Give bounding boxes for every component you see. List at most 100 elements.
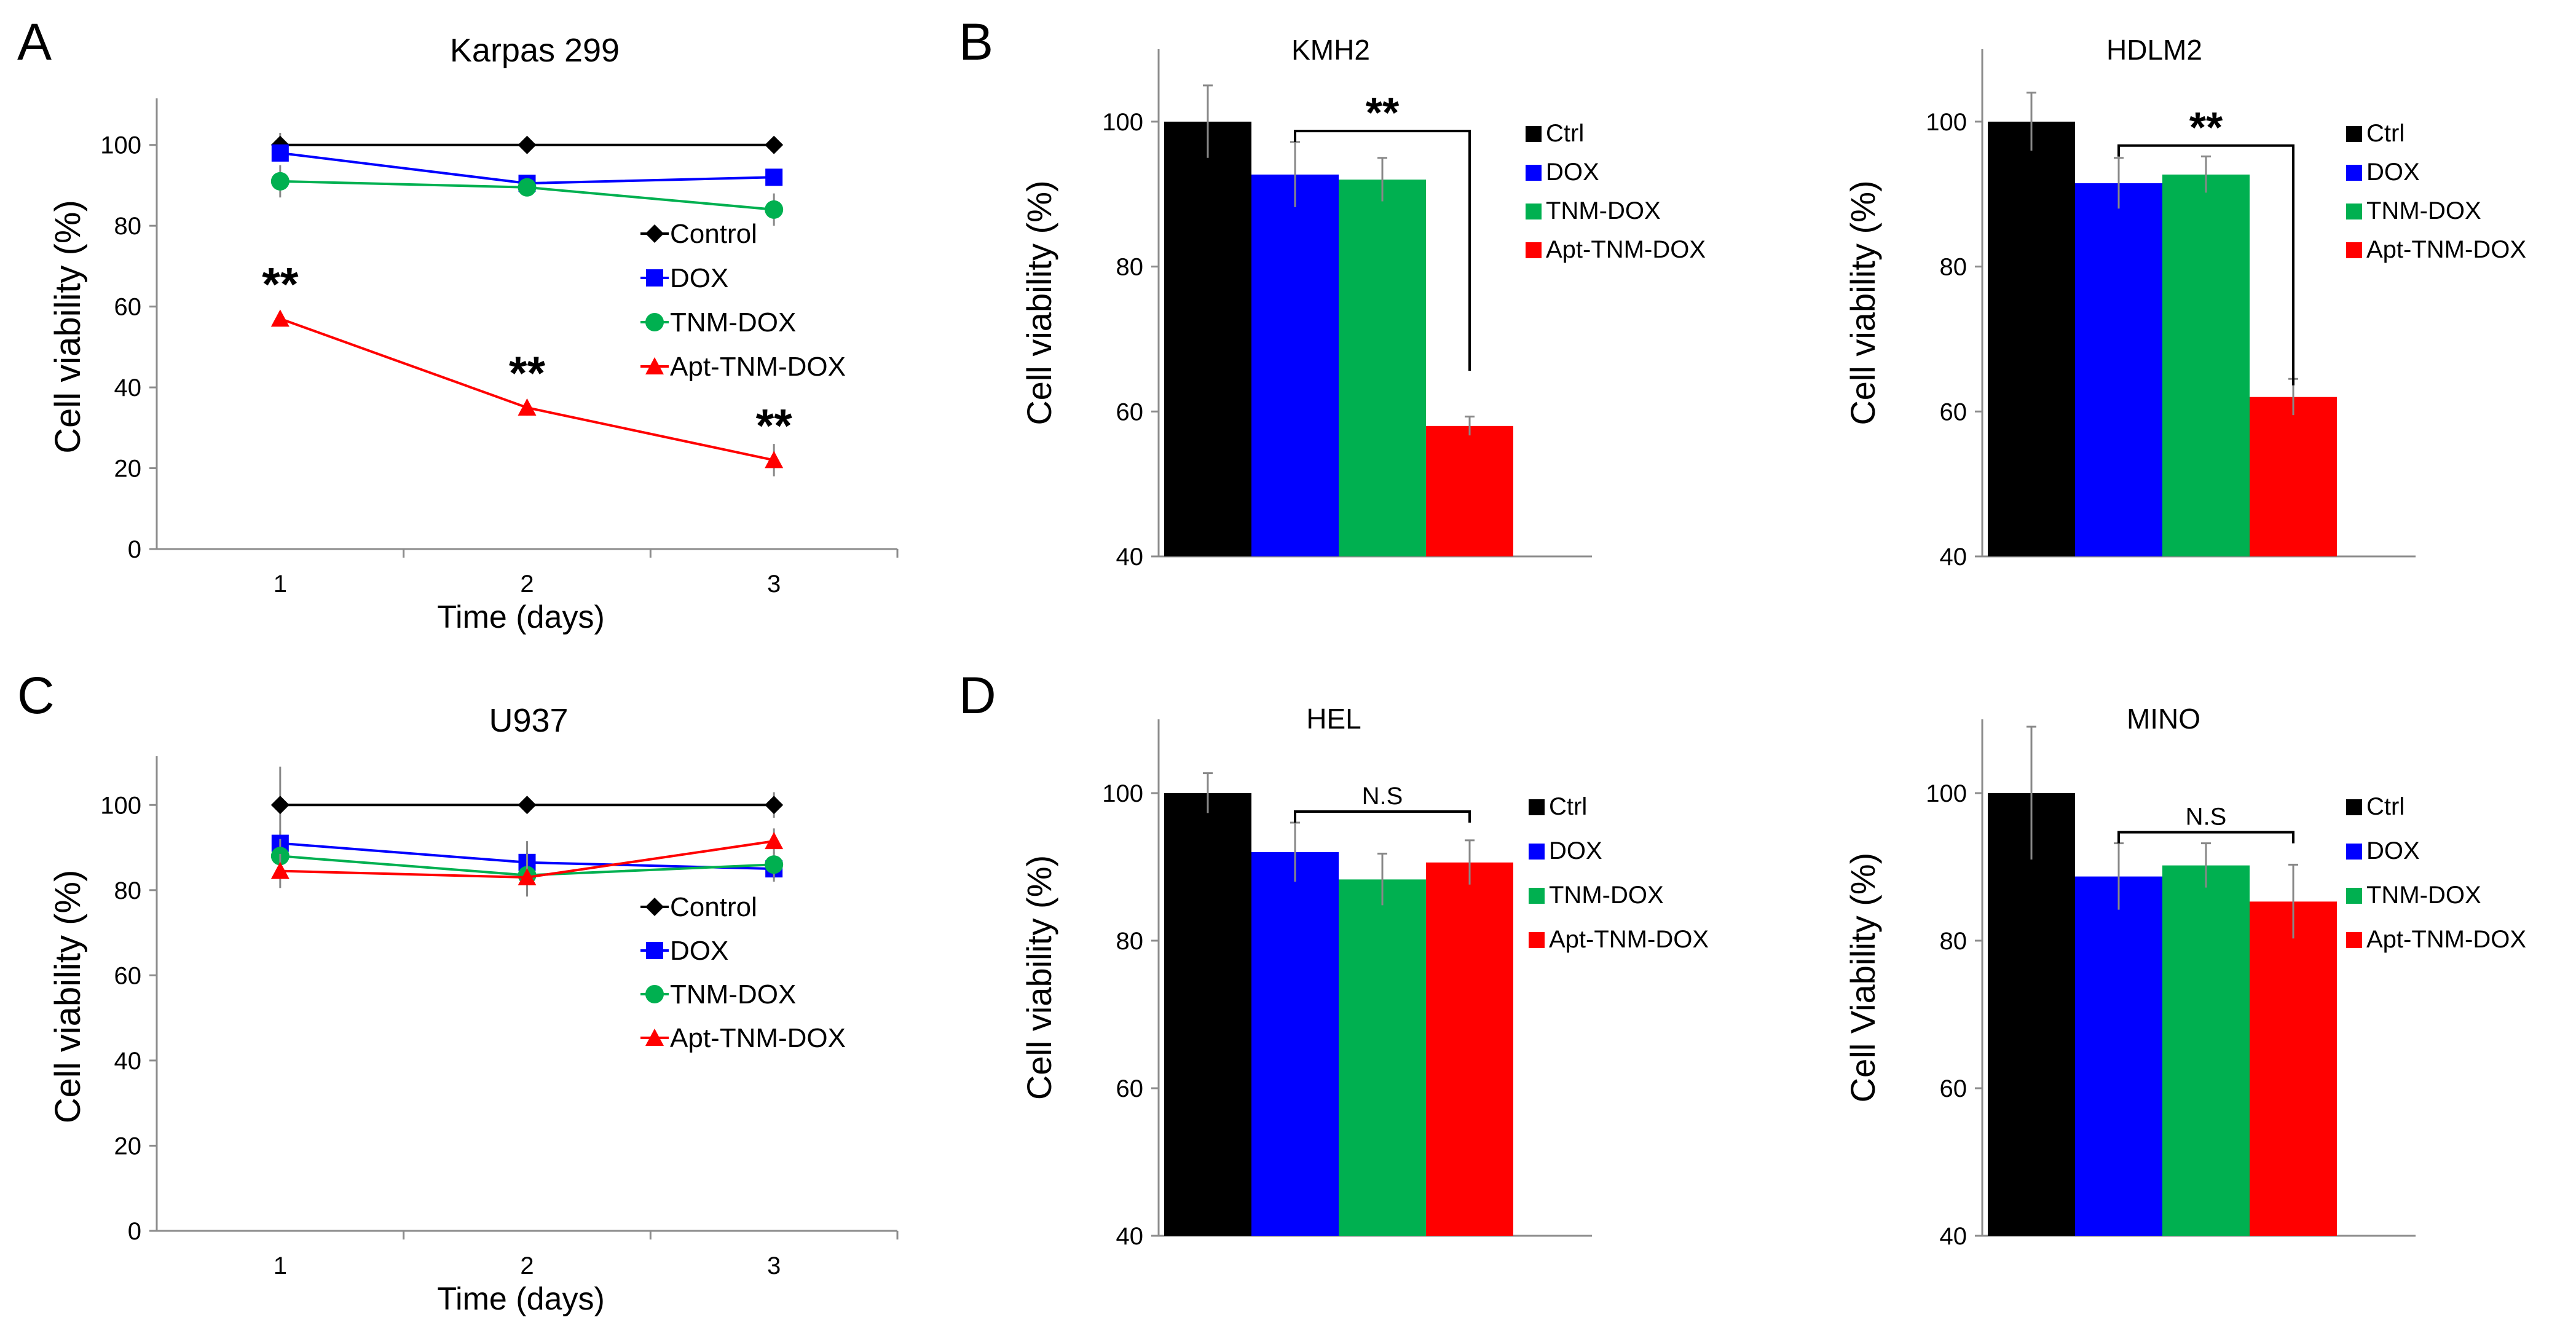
y-tick-label: 80 xyxy=(114,213,142,240)
data-point-control xyxy=(270,796,290,815)
y-axis-label: Cell viability (%) xyxy=(1020,180,1058,425)
bar-dox xyxy=(1251,852,1339,1236)
significance-bracket xyxy=(1294,810,1471,823)
data-point-tnm-dox xyxy=(765,200,784,219)
legend-marker-dox xyxy=(646,942,663,959)
y-tick-label: 60 xyxy=(1116,1075,1144,1102)
chart-title: KMH2 xyxy=(1291,34,1370,66)
panel-label-b: B xyxy=(959,13,993,71)
data-point-tnm-dox xyxy=(270,172,290,191)
data-point-dox xyxy=(765,168,783,186)
data-point-control xyxy=(518,135,537,154)
chart-kmh2: KMH2 40 60 80 100 Cell viability (%) Ctrl DOX TN… xyxy=(1020,34,1706,571)
legend-label-apt-tnm-dox: Apt-TNM-DOX xyxy=(2366,926,2526,953)
bar-ctrl xyxy=(1164,121,1251,556)
chart-karpas-299: Karpas 299 0 20 40 60 80 100 1 2 3 Time (days) Cell… xyxy=(48,32,899,635)
legend-label-tnm-dox: TNM-DOX xyxy=(2366,197,2481,224)
y-tick-label: 100 xyxy=(100,132,141,159)
panel-label-d: D xyxy=(959,666,996,724)
bar-ctrl xyxy=(1988,793,2075,1236)
legend-swatch-ctrl xyxy=(1526,126,1542,142)
legend-swatch-apt-tnm-dox xyxy=(1526,242,1542,258)
y-tick-label: 0 xyxy=(128,536,141,563)
y-tick-label: 60 xyxy=(1940,398,1967,425)
legend-label-tnm-dox: TNM-DOX xyxy=(670,979,796,1010)
legend-swatch-dox xyxy=(1529,844,1545,860)
y-tick-label: 40 xyxy=(1940,1223,1967,1250)
legend-marker-apt-tnm-dox xyxy=(645,357,664,374)
y-axis-label: Cell viability (%) xyxy=(48,200,88,454)
legend-label-apt-tnm-dox: Apt-TNM-DOX xyxy=(670,1023,846,1053)
x-axis-label: Time (days) xyxy=(437,599,605,635)
legend-label-tnm-dox: TNM-DOX xyxy=(1546,197,1661,224)
x-tick-label: 3 xyxy=(767,571,781,598)
significance-annotation: ** xyxy=(509,347,546,400)
y-tick-label: 60 xyxy=(1116,398,1144,425)
legend-swatch-ctrl xyxy=(1529,799,1545,815)
y-tick-label: 20 xyxy=(114,456,142,483)
significance-label: N.S xyxy=(1362,783,1403,810)
y-tick-label: 60 xyxy=(114,962,142,989)
bar-dox xyxy=(1251,174,1339,557)
legend-label-dox: DOX xyxy=(2366,837,2420,864)
y-tick-label: 60 xyxy=(1940,1075,1967,1102)
legend-label-dox: DOX xyxy=(2366,159,2420,186)
x-axis-label: Time (days) xyxy=(437,1281,605,1317)
legend-swatch-ctrl xyxy=(2346,799,2362,815)
bar-tnm-dox xyxy=(1339,180,1426,557)
significance-annotation: ** xyxy=(756,400,793,452)
x-tick-label: 3 xyxy=(767,1252,781,1279)
chart-hel: HEL 40 60 80 100 Cell viability (%) Ctrl DOX TNM… xyxy=(1020,703,1709,1250)
chart-title: HEL xyxy=(1306,703,1361,735)
data-point-control xyxy=(518,796,537,815)
y-tick-label: 40 xyxy=(114,374,142,401)
significance-bracket xyxy=(1294,130,1471,371)
legend-label-tnm-dox: TNM-DOX xyxy=(1549,882,1664,909)
legend-label-ctrl: Ctrl xyxy=(1546,120,1584,147)
bar-tnm-dox xyxy=(2162,865,2250,1236)
legend-swatch-ctrl xyxy=(2346,126,2362,142)
y-tick-label: 100 xyxy=(100,792,141,819)
legend-marker-apt-tnm-dox xyxy=(645,1029,664,1046)
y-axis-label: Cell viability (%) xyxy=(1843,180,1882,425)
legend-label-ctrl: Ctrl xyxy=(1549,793,1587,820)
bar-apt-tnm-dox xyxy=(1426,425,1513,556)
x-tick-label: 2 xyxy=(520,571,534,598)
bar-tnm-dox xyxy=(2162,174,2250,557)
legend-swatch-tnm-dox xyxy=(2346,204,2362,219)
legend-swatch-tnm-dox xyxy=(1529,888,1545,904)
bar-apt-tnm-dox xyxy=(2250,901,2337,1236)
y-axis-label: Cell viability (%) xyxy=(1020,855,1058,1100)
legend-label-apt-tnm-dox: Apt-TNM-DOX xyxy=(670,352,846,382)
data-point-tnm-dox xyxy=(518,178,537,197)
legend-swatch-dox xyxy=(2346,844,2362,860)
x-tick-label: 2 xyxy=(520,1252,534,1279)
legend-label-control: Control xyxy=(670,892,757,922)
data-point-apt-tnm-dox xyxy=(518,398,537,416)
bar-ctrl xyxy=(1988,121,2075,556)
x-tick-label: 1 xyxy=(274,1252,287,1279)
chart-title: U937 xyxy=(489,702,568,739)
legend-label-dox: DOX xyxy=(1549,837,1602,864)
legend-swatch-dox xyxy=(2346,165,2362,181)
data-point-apt-tnm-dox xyxy=(518,868,537,886)
legend-label-dox: DOX xyxy=(1546,159,1599,186)
legend-swatch-apt-tnm-dox xyxy=(1529,932,1545,948)
legend-swatch-apt-tnm-dox xyxy=(2346,242,2362,258)
legend-label-apt-tnm-dox: Apt-TNM-DOX xyxy=(1546,236,1706,263)
bar-dox xyxy=(2075,876,2162,1236)
legend-swatch-tnm-dox xyxy=(1526,204,1542,219)
legend-marker-control xyxy=(645,224,664,243)
legend-swatch-dox xyxy=(1526,165,1542,181)
chart-u937: U937 0 20 40 60 80 100 1 2 3 Time (days) Cell viabi… xyxy=(48,702,899,1317)
chart-title: Karpas 299 xyxy=(450,32,620,69)
legend-label-ctrl: Ctrl xyxy=(2366,120,2405,147)
chart-hdlm2: HDLM2 40 60 80 100 Cell viability (%) Ctrl DOX T… xyxy=(1843,34,2526,571)
legend-marker-tnm-dox xyxy=(645,313,664,331)
y-tick-label: 100 xyxy=(1102,780,1143,807)
y-tick-label: 20 xyxy=(114,1132,142,1160)
legend-marker-dox xyxy=(646,269,663,287)
y-tick-label: 100 xyxy=(1102,109,1143,136)
bar-dox xyxy=(2075,183,2162,556)
